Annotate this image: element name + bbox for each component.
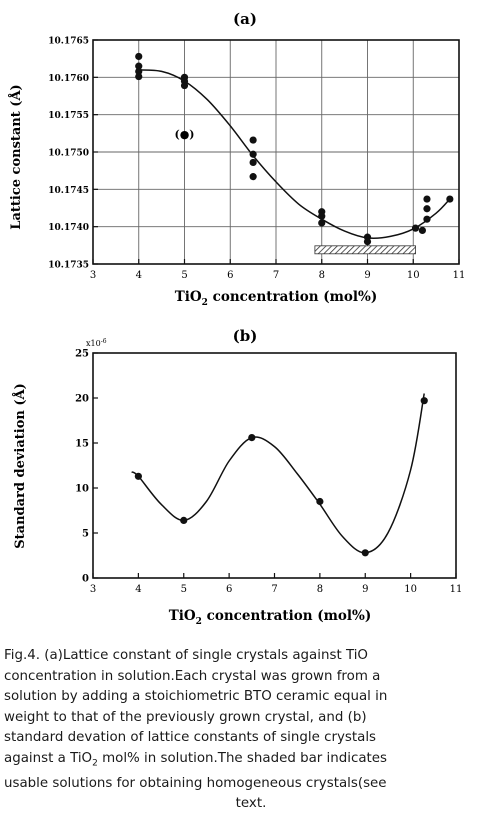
figure: (a) 3 4 5 6 7 8 9 10 11 10.173510.174010.174510.… xyxy=(8,10,465,627)
panel-a-x-tick-label: 11 xyxy=(453,270,466,281)
caption-line: against a TiO2 mol% in solution.The shad… xyxy=(4,750,388,769)
panel-a-x-tick-label: 8 xyxy=(319,270,325,281)
panel-b-x-tick-label: 5 xyxy=(181,584,187,595)
panel-b-x-tick-label: 10 xyxy=(404,584,417,595)
panel-b-x-ticks: 3 4 5 6 7 8 9 10 11 xyxy=(90,573,463,595)
panel-b-data-points xyxy=(134,397,428,557)
panel-b-data-point xyxy=(180,516,188,525)
panel-b-x-tick-label: 4 xyxy=(135,584,141,595)
panel-a-fit-curve xyxy=(138,69,451,239)
panel-b-y-tick-label: 10 xyxy=(75,484,89,495)
panel-a-chart: (a) 3 4 5 6 7 8 9 10 11 10.173510.174010.174510.… xyxy=(8,10,465,308)
figure-caption: Fig.4. (a)Lattice constant of single cry… xyxy=(4,646,498,815)
panel-a-y-tick-label: 10.1760 xyxy=(48,74,89,84)
panel-a-x-tick-label: 6 xyxy=(227,270,233,281)
caption-line: standard devation of lattice constants o… xyxy=(4,730,377,745)
outlier-marker: (●) xyxy=(174,128,194,141)
panel-b-y-tick-label: 0 xyxy=(82,574,89,585)
panel-a-x-tick-label: 4 xyxy=(136,270,142,281)
panel-a-data-point xyxy=(418,226,426,234)
panel-a-data-point xyxy=(249,136,257,144)
caption-line: weight to that of the previously grown c… xyxy=(4,709,367,725)
panel-b-chart: (b) x10-6 3 4 5 6 7 8 9 10 11 0 5 10 15 20 25 Standar… xyxy=(12,327,462,627)
panel-a-data-points xyxy=(135,52,454,246)
panel-a-y-ticks: 10.1735 10.1740 10.1745 10.1750 10.1755 10.17… xyxy=(48,37,98,271)
panel-a-x-tick-label: 9 xyxy=(364,270,370,281)
panel-a-y-tick-label: 10.1750 xyxy=(48,149,89,159)
caption-line: text. xyxy=(235,796,267,812)
panel-b-data-point xyxy=(248,434,256,442)
panel-b-y-tick-label: 25 xyxy=(75,349,89,360)
panel-a-data-point xyxy=(446,195,454,203)
panel-a-data-point xyxy=(135,67,143,75)
caption-line: Fig.4. (a)Lattice constant of single cry… xyxy=(4,648,368,663)
panel-a-data-point xyxy=(249,173,257,181)
panel-a-x-ticks: 3 4 5 6 7 8 9 10 11 xyxy=(90,259,466,281)
panel-b-x-tick-label: 3 xyxy=(90,584,96,595)
panel-a-data-point xyxy=(135,72,143,81)
shaded-bar-usable-range xyxy=(314,245,416,255)
panel-b-data-point xyxy=(361,549,369,557)
panel-b-fit-curve xyxy=(131,393,425,554)
panel-a-y-tick-label: 10.1735 xyxy=(48,261,89,271)
panel-b-y-tick-label: 5 xyxy=(82,529,89,540)
panel-a-data-point xyxy=(423,215,431,223)
panel-a-y-tick-label: 10.1745 xyxy=(48,186,89,196)
panel-b-label: (b) xyxy=(233,327,258,345)
panel-a-data-point xyxy=(180,81,189,90)
panel-a-y-tick-label: 10.1765 xyxy=(48,37,89,47)
panel-a-data-point xyxy=(318,219,326,227)
panel-b-y-multiplier: x10-6 xyxy=(86,338,107,348)
panel-a-y-axis-label: Lattice constant (Å) xyxy=(8,84,24,229)
panel-a-data-point xyxy=(135,62,143,70)
panel-b-y-tick-label: 20 xyxy=(75,394,89,405)
panel-a-data-point xyxy=(318,212,326,220)
panel-a-data-point xyxy=(423,195,431,203)
panel-a-y-tick-label: 10.1755 xyxy=(48,111,89,121)
panel-b-x-axis-label: TiO2 concentration (mol%) xyxy=(169,608,372,627)
panel-a-data-point xyxy=(411,224,420,232)
panel-a-x-tick-label: 7 xyxy=(273,270,279,281)
panel-b-x-tick-label: 9 xyxy=(362,584,368,595)
panel-a-x-axis-label: TiO2 concentration (mol%) xyxy=(175,289,378,308)
caption-line: solution by adding a stoichiometric BTO … xyxy=(4,689,388,704)
panel-a-grid xyxy=(92,39,460,265)
panel-a-data-point xyxy=(423,205,431,213)
panel-a-x-tick-label: 5 xyxy=(181,270,187,281)
panel-b-x-tick-label: 11 xyxy=(450,584,463,595)
panel-b-x-tick-label: 6 xyxy=(226,584,232,595)
panel-b-data-point xyxy=(134,472,142,480)
panel-a-data-point xyxy=(363,238,372,246)
panel-b-data-point xyxy=(420,397,428,405)
panel-b-plot-frame xyxy=(92,352,457,579)
panel-a-data-point xyxy=(135,52,143,61)
panel-b-x-tick-label: 8 xyxy=(317,584,323,595)
caption-line: concentration in solution.Each crystal w… xyxy=(4,668,381,684)
panel-a-data-point xyxy=(249,150,257,158)
panel-a-y-tick-label: 10.1740 xyxy=(48,223,89,233)
panel-a-x-tick-label: 3 xyxy=(90,270,96,281)
panel-a-label: (a) xyxy=(233,10,257,28)
panel-b-y-ticks: 0 5 10 15 20 25 xyxy=(75,349,98,585)
panel-a-x-tick-label: 10 xyxy=(407,270,420,281)
panel-b-x-tick-label: 7 xyxy=(271,584,277,595)
panel-b-y-axis-label: Standard deviation (Å) xyxy=(12,383,28,549)
panel-b-y-tick-label: 15 xyxy=(75,439,89,450)
panel-a-data-point xyxy=(249,158,257,167)
caption-line: usable solutions for obtaining homogeneo… xyxy=(4,775,387,791)
panel-b-data-point xyxy=(316,497,324,506)
